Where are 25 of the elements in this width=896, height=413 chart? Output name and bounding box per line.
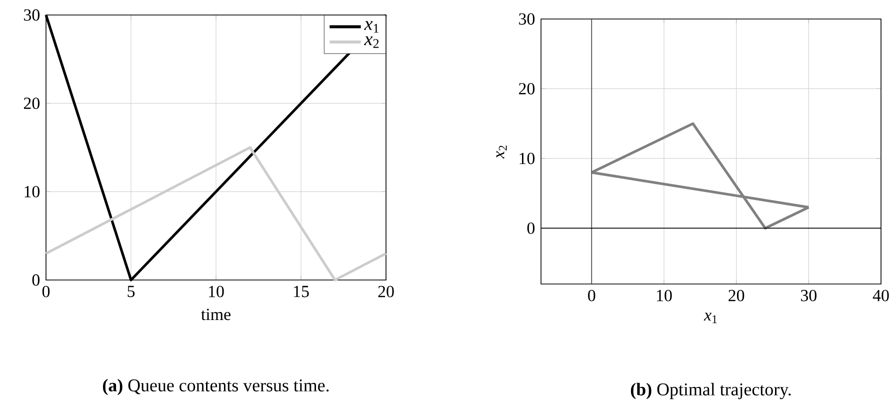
text: (b) Optimal trajectory.: [630, 382, 791, 400]
y-tick-label: 30: [24, 9, 40, 21]
x-tick-label: 15: [294, 286, 309, 298]
x-tick-label: 40: [872, 290, 889, 302]
x-axis-title: x$_{1}$: [704, 312, 717, 324]
y-tick-label: 10: [24, 186, 40, 198]
y-tick-label: 0: [527, 222, 535, 234]
x-tick-label: 0: [42, 286, 50, 298]
y-tick-label: 20: [518, 83, 535, 94]
legend-label: x$_{2}$: [364, 36, 379, 48]
x-axis-title: time: [201, 308, 230, 320]
y-tick-label: 10: [520, 152, 535, 164]
x-tick-label: 10: [657, 290, 672, 302]
text: (a) Queue contents versus time.: [102, 378, 329, 396]
x-tick-label: 5: [128, 286, 135, 298]
x-tick-label: 20: [378, 286, 394, 298]
x-tick-label: 20: [728, 290, 744, 302]
x-tick-label: 30: [801, 290, 816, 302]
legend-label: x$_{1}$: [364, 21, 379, 33]
y-tick-label: 0: [32, 274, 40, 286]
y-tick-label: 20: [24, 98, 40, 110]
y-axis-title: x$_{2}$: [496, 146, 507, 159]
y-tick-label: 30: [519, 13, 535, 25]
x-tick-label: 10: [209, 286, 224, 298]
x-tick-label: 0: [588, 290, 596, 302]
